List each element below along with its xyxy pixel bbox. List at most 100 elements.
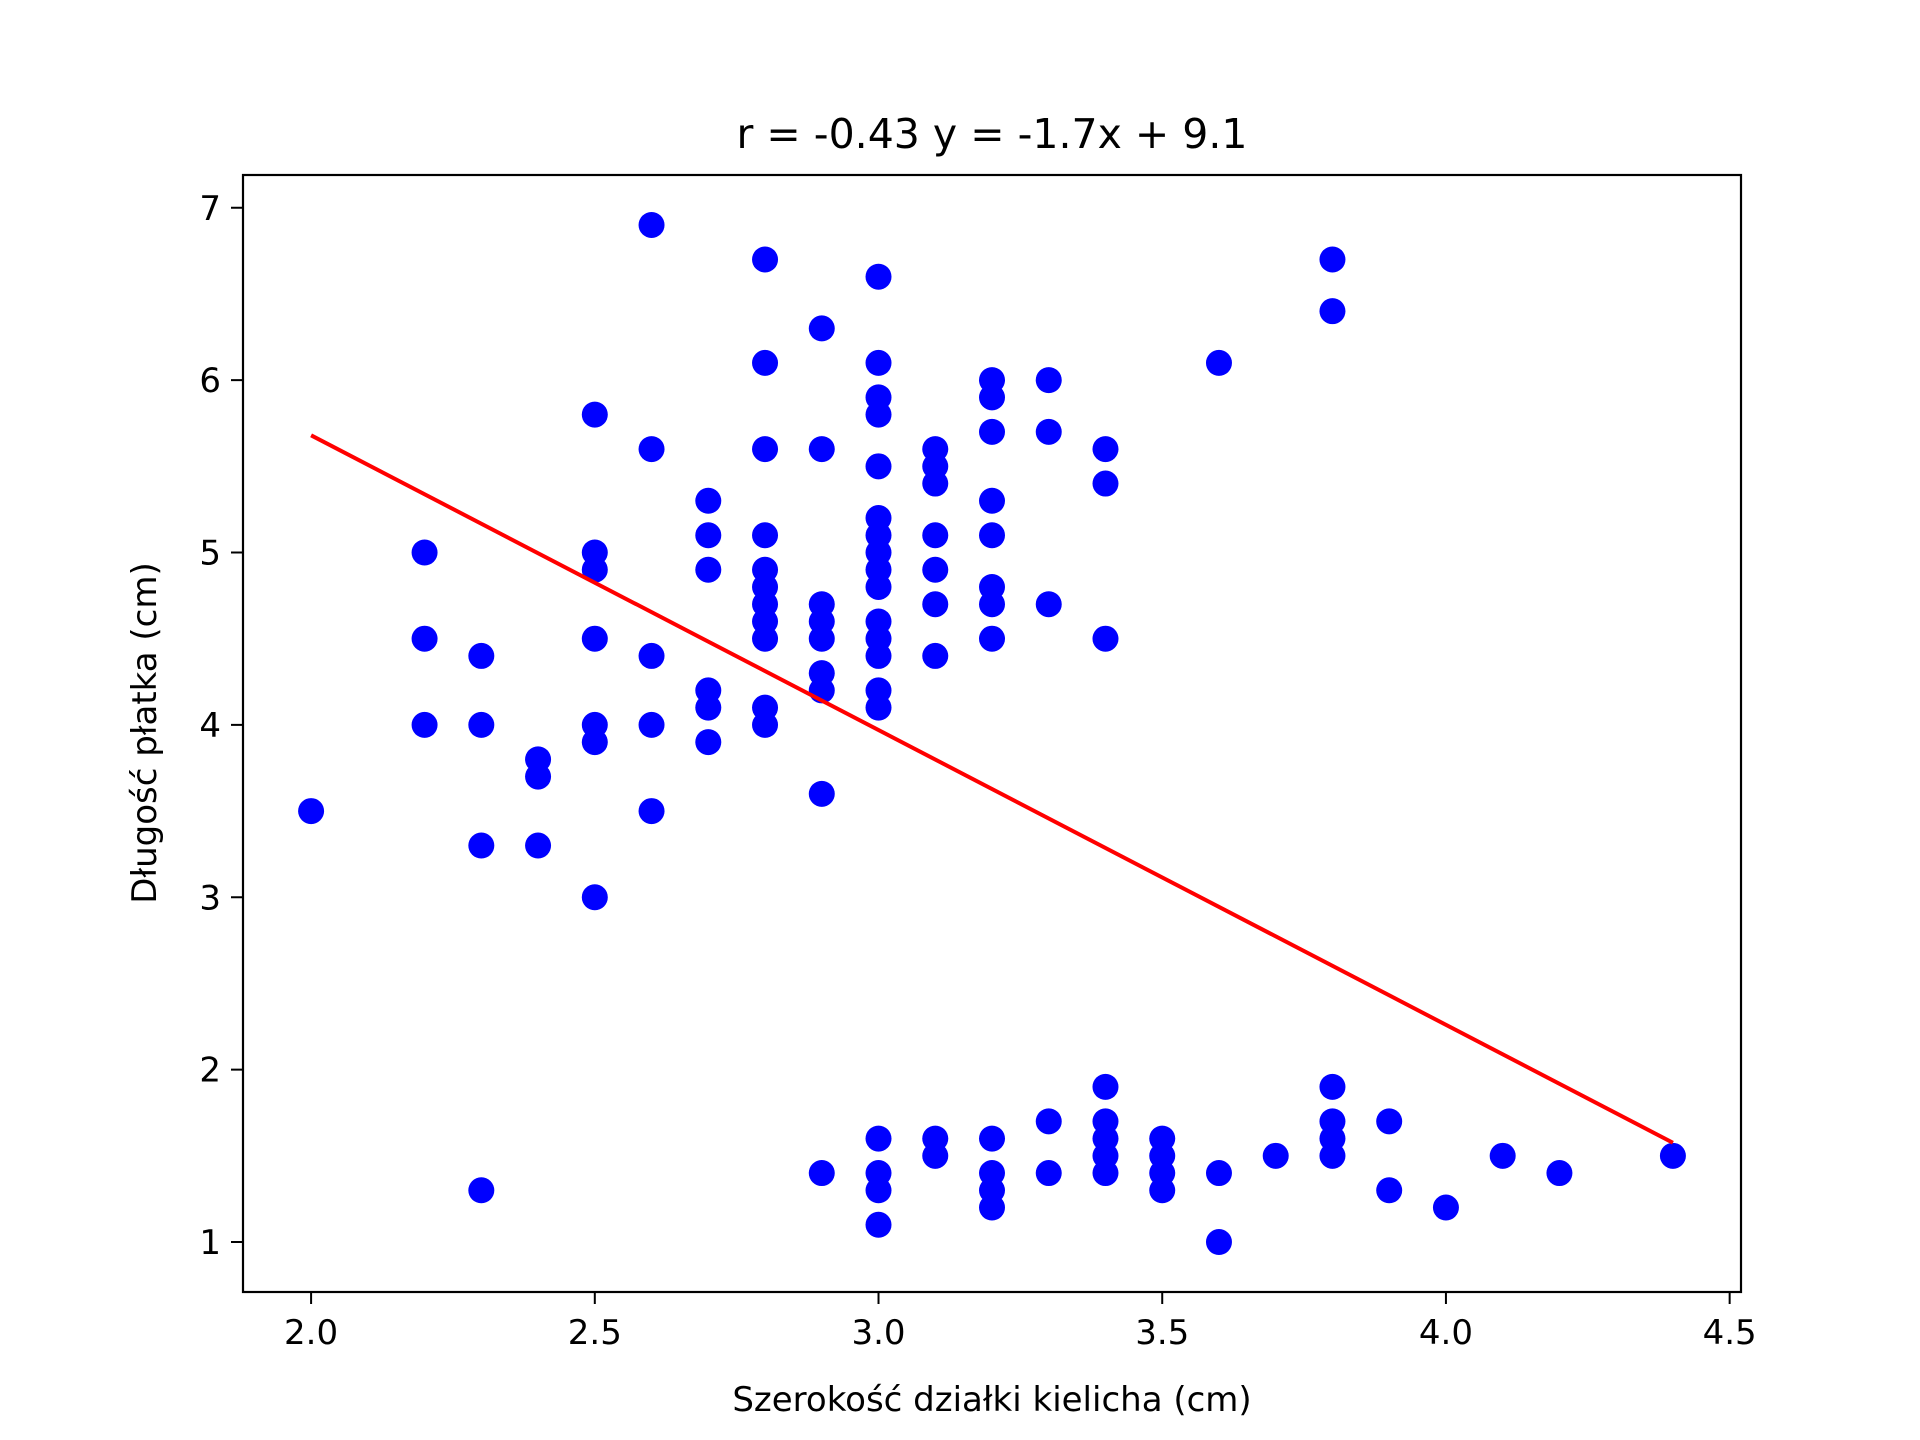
data-point <box>1376 1177 1403 1204</box>
data-point <box>1319 298 1346 325</box>
x-tick-label: 2.0 <box>284 1313 338 1353</box>
y-axis-label: Długość płatka (cm) <box>125 562 165 903</box>
data-point <box>1149 1177 1176 1204</box>
x-tick-label: 3.5 <box>1135 1313 1189 1353</box>
data-point <box>922 522 949 549</box>
data-point <box>468 711 495 738</box>
data-point <box>1035 591 1062 618</box>
data-point <box>808 436 835 463</box>
data-point <box>1546 1160 1573 1187</box>
data-point <box>1262 1142 1289 1169</box>
data-point <box>1092 1160 1119 1187</box>
data-point <box>411 625 438 652</box>
data-point <box>638 211 665 238</box>
y-tick-label: 5 <box>199 534 221 574</box>
data-point <box>638 711 665 738</box>
data-point <box>752 625 779 652</box>
data-point <box>638 798 665 825</box>
data-point <box>808 1160 835 1187</box>
data-point <box>979 625 1005 652</box>
data-point <box>752 436 779 463</box>
data-point <box>1092 625 1119 652</box>
data-point <box>581 401 608 428</box>
y-tick-label: 1 <box>199 1223 221 1263</box>
data-point <box>808 315 835 342</box>
y-tick-label: 3 <box>199 878 221 918</box>
data-point <box>752 349 779 376</box>
data-point <box>581 884 608 911</box>
x-tick-label: 4.5 <box>1703 1313 1757 1353</box>
data-point <box>865 694 892 721</box>
data-point <box>1035 1160 1062 1187</box>
data-point <box>581 729 608 756</box>
data-point <box>922 556 949 583</box>
x-tick-label: 2.5 <box>568 1313 622 1353</box>
x-tick-label: 3.0 <box>851 1313 905 1353</box>
data-point <box>1489 1142 1516 1169</box>
data-point <box>865 263 892 290</box>
data-point <box>695 729 722 756</box>
data-point <box>411 711 438 738</box>
data-point <box>922 1142 949 1169</box>
data-point <box>638 436 665 463</box>
data-point <box>922 591 949 618</box>
x-axis-label: Szerokość działki kielicha (cm) <box>732 1380 1251 1420</box>
data-point <box>1432 1194 1459 1221</box>
y-tick-label: 6 <box>199 361 221 401</box>
data-point <box>1319 246 1346 273</box>
data-point <box>808 780 835 807</box>
data-point <box>1319 1073 1346 1100</box>
plot-area <box>298 211 1686 1256</box>
data-point <box>411 539 438 566</box>
data-point <box>468 832 495 859</box>
data-point <box>1205 1229 1232 1256</box>
data-point <box>695 556 722 583</box>
data-point <box>695 694 722 721</box>
data-point <box>298 798 325 825</box>
y-tick-label: 2 <box>199 1051 221 1091</box>
data-point <box>695 487 722 514</box>
data-point <box>1092 470 1119 497</box>
data-point <box>468 1177 495 1204</box>
data-point <box>865 642 892 669</box>
data-point <box>922 642 949 669</box>
data-point <box>922 470 949 497</box>
data-point <box>752 711 779 738</box>
data-point <box>865 1125 892 1152</box>
data-point <box>1035 1108 1062 1135</box>
data-point <box>865 453 892 480</box>
data-point <box>1035 367 1062 394</box>
data-point <box>865 1177 892 1204</box>
data-point <box>581 625 608 652</box>
data-point <box>1376 1108 1403 1135</box>
data-point <box>695 522 722 549</box>
data-point <box>638 642 665 669</box>
data-point <box>1205 349 1232 376</box>
data-point <box>979 522 1005 549</box>
axes-frame <box>241 173 1743 1294</box>
data-point <box>468 642 495 669</box>
data-point <box>979 1125 1005 1152</box>
data-point <box>1659 1142 1686 1169</box>
regression-line <box>310 433 1674 1145</box>
y-tick-label: 4 <box>199 706 221 746</box>
data-point <box>752 246 779 273</box>
data-point <box>1319 1142 1346 1169</box>
data-point <box>1205 1160 1232 1187</box>
data-point <box>581 556 608 583</box>
y-axis: 1 2 3 4 5 6 7 <box>199 189 243 1263</box>
data-point <box>865 401 892 428</box>
data-point <box>1092 436 1119 463</box>
data-point <box>1035 418 1062 445</box>
data-point <box>865 573 892 600</box>
data-point <box>752 522 779 549</box>
y-tick-label: 7 <box>199 189 221 229</box>
data-point <box>979 591 1005 618</box>
x-axis: 2.0 2.5 3.0 3.5 4.0 4.5 <box>284 1292 1757 1353</box>
data-point <box>865 1211 892 1238</box>
data-point <box>979 384 1005 411</box>
data-point <box>525 832 552 859</box>
data-point <box>525 763 552 790</box>
